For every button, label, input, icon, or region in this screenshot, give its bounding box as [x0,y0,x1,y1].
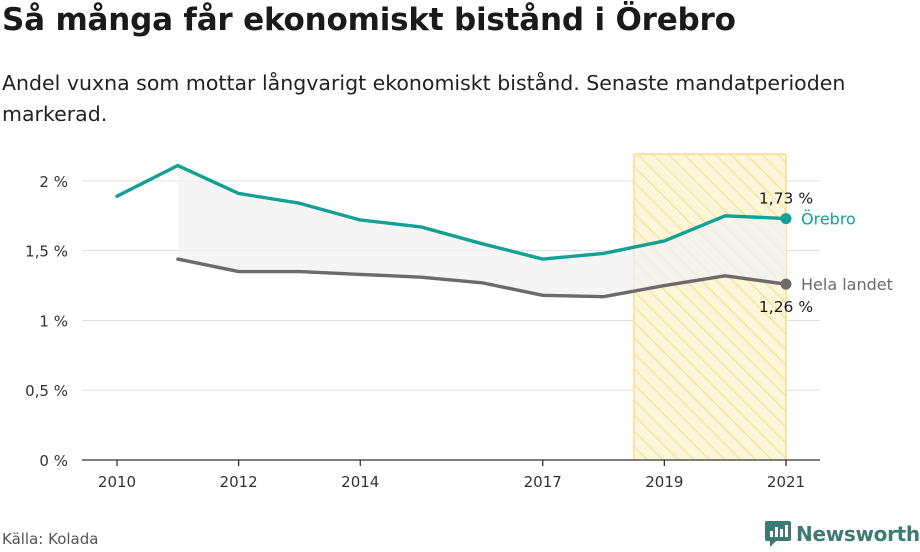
national-line [176,257,788,299]
mandate-period-highlight [633,153,787,460]
chart-subtitle: Andel vuxna som mottar långvarigt ekonom… [2,71,846,126]
national-end-point [780,278,792,290]
national-series-label: Hela landet [801,275,893,294]
series-lines [115,163,792,299]
orebro-line [115,163,788,261]
source-note: Källa: Kolada [2,530,99,548]
x-tick-label: 2017 [524,473,562,491]
national-value-label: 1,26 % [759,298,813,316]
x-tick-label: 2019 [645,473,683,491]
brand-name: Newsworthy [796,522,920,546]
orebro-end-point [780,213,792,225]
series-difference-area [177,165,786,297]
series-labels: Örebro 1,73 % Hela landet 1,26 % [759,190,893,317]
y-tick-label: 0 % [39,452,68,470]
y-tick-label: 0,5 % [25,382,68,400]
orebro-value-label: 1,73 % [759,190,813,208]
difference-band [177,165,786,297]
highlight-hatch [633,154,786,460]
y-tick-label: 1,5 % [25,243,68,261]
newsworthy-logo-icon [765,521,791,547]
x-tick-label: 2012 [220,473,258,491]
x-tick-label: 2014 [341,473,379,491]
orebro-series-label: Örebro [801,210,856,229]
axes: 0 % 0,5 % 1 % 1,5 % 2 % 2010 2012 2014 2017 2019 2… [25,173,820,491]
y-tick-label: 2 % [39,173,68,191]
x-tick-label: 2010 [98,473,136,491]
page-title: Så många får ekonomiskt bistånd i Örebro [2,2,736,38]
y-tick-label: 1 % [39,312,68,330]
x-tick-label: 2021 [767,473,805,491]
brand-logo[interactable]: Newsworthy [764,519,920,549]
